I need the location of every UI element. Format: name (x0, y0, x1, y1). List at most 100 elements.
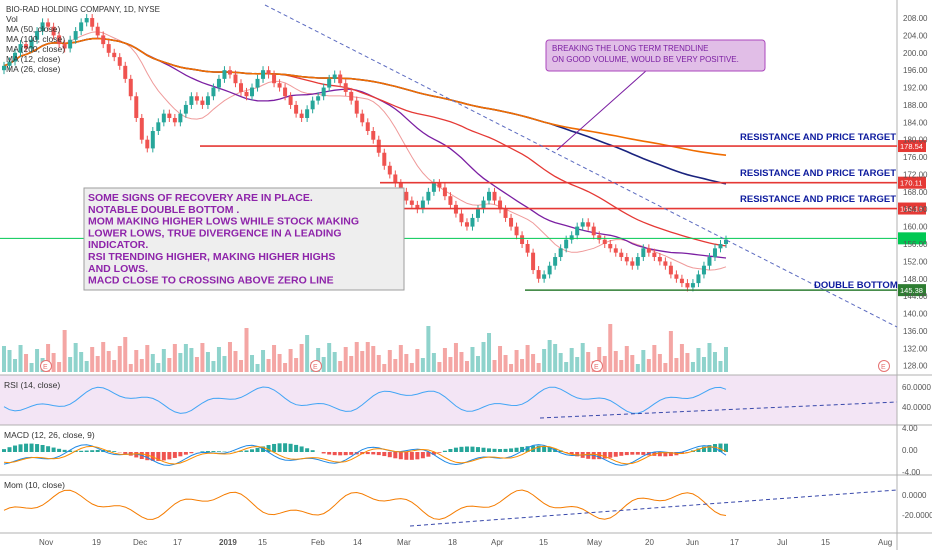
macd-histogram-bar (84, 450, 89, 452)
macd-histogram-bar (448, 449, 453, 452)
price-level-value: 170.11 (900, 179, 922, 188)
time-tick: Jul (777, 538, 787, 547)
macd-histogram-bar (79, 450, 84, 452)
macd-histogram-bar (569, 452, 574, 455)
moving-averages (3, 31, 727, 271)
volume-bar (602, 356, 607, 372)
volume-bar (663, 363, 668, 372)
volume-bar (608, 324, 613, 372)
macd-histogram-bar (635, 452, 640, 455)
macd-histogram-bar (420, 452, 425, 459)
macd-histogram-bar (663, 452, 668, 457)
candle-body (718, 243, 723, 249)
candle-body (117, 57, 122, 66)
earnings-marker[interactable] (40, 360, 52, 372)
volume-bar (470, 347, 475, 372)
macd-histogram-bar (250, 449, 255, 452)
volume-bar (233, 351, 238, 372)
macd-tick: 0.00 (902, 446, 918, 455)
candle-body (250, 87, 255, 97)
summary-note-text: AND LOWS. (88, 263, 148, 275)
macd-histogram-bar (216, 451, 221, 452)
volume-bar (101, 342, 106, 372)
momentum-tick: 0.0000 (902, 491, 927, 500)
candle-body (520, 235, 525, 244)
macd-histogram-bar (602, 452, 607, 459)
momentum-tick: -20.0000 (902, 511, 932, 520)
volume-bar (635, 364, 640, 372)
volume-bar (701, 357, 706, 372)
volume-bar (668, 331, 673, 372)
summary-note-text: MOM MAKING HIGHER LOWS WHILE STOCK MAKIN… (88, 216, 359, 228)
time-tick: 15 (539, 538, 548, 547)
earnings-marker[interactable] (591, 360, 603, 372)
macd-histogram-bar (338, 452, 343, 456)
candle-body (7, 61, 12, 66)
time-tick: Nov (39, 538, 53, 547)
macd-histogram-bar (68, 450, 73, 452)
candle-body (624, 257, 629, 262)
candle-body (354, 100, 359, 114)
candle-body (106, 44, 111, 53)
candle-body (134, 96, 139, 118)
candle-body (426, 191, 431, 201)
price-level-value: 145.38 (900, 286, 923, 295)
candle-body (613, 248, 618, 253)
macd-histogram-bar (668, 452, 673, 457)
candle-body (79, 22, 84, 32)
rsi-line (3, 386, 727, 414)
candle-body (128, 78, 133, 97)
macd-histogram-bar (277, 443, 282, 452)
volume-bar (172, 344, 177, 372)
candle-body (481, 200, 486, 210)
candle-body (569, 235, 574, 240)
macd-histogram-bar (57, 448, 62, 452)
earnings-marker[interactable] (310, 360, 322, 372)
candle-body (233, 74, 238, 84)
volume-bar (183, 344, 188, 372)
macd-histogram-bar (630, 452, 635, 455)
macd-histogram-bar (487, 448, 492, 452)
macd-signal-line (3, 445, 727, 465)
macd-label: MACD (12, 26, close, 9) (4, 430, 95, 440)
volume-bar (216, 347, 221, 372)
candle-body (619, 252, 624, 258)
macd-histogram-bar (718, 443, 723, 452)
candle-body (35, 31, 40, 40)
breakout-note-box (545, 39, 766, 72)
candle-body (57, 35, 62, 45)
volume-bar (575, 357, 580, 372)
macd-histogram-bar (343, 452, 348, 456)
volume-bar (294, 358, 299, 372)
macd-histogram-bar (305, 448, 310, 452)
time-tick: Mar (397, 538, 411, 547)
candle-body (679, 278, 684, 284)
candle-body (156, 122, 161, 132)
earnings-marker[interactable] (878, 360, 890, 372)
volume-bar (503, 355, 508, 372)
volume-bar (189, 348, 194, 372)
volume-bar (558, 353, 563, 372)
momentum-trendline (409, 489, 898, 527)
candle-body (101, 35, 106, 45)
volume-bar (487, 333, 492, 372)
price-tick: 200.00 (903, 49, 928, 58)
macd-histogram-bar (371, 452, 376, 455)
volume-bar (624, 346, 629, 372)
price-tick: 204.00 (903, 31, 928, 40)
macd-histogram-bar (398, 452, 403, 460)
price-level-tag (898, 140, 926, 153)
macd-histogram-bar (492, 448, 497, 452)
macd-histogram-bar (509, 448, 514, 452)
time-tick: 18 (448, 538, 457, 547)
time-tick: 19 (92, 538, 101, 547)
volume-bar (222, 356, 227, 372)
volume-bar (542, 349, 547, 372)
macd-histogram-bar (321, 452, 326, 454)
candle-body (68, 39, 73, 49)
candle-body (283, 87, 288, 97)
volume-bar (437, 362, 442, 372)
candle-body (531, 252, 536, 271)
indicator-label: MA (50, close) (6, 24, 60, 34)
